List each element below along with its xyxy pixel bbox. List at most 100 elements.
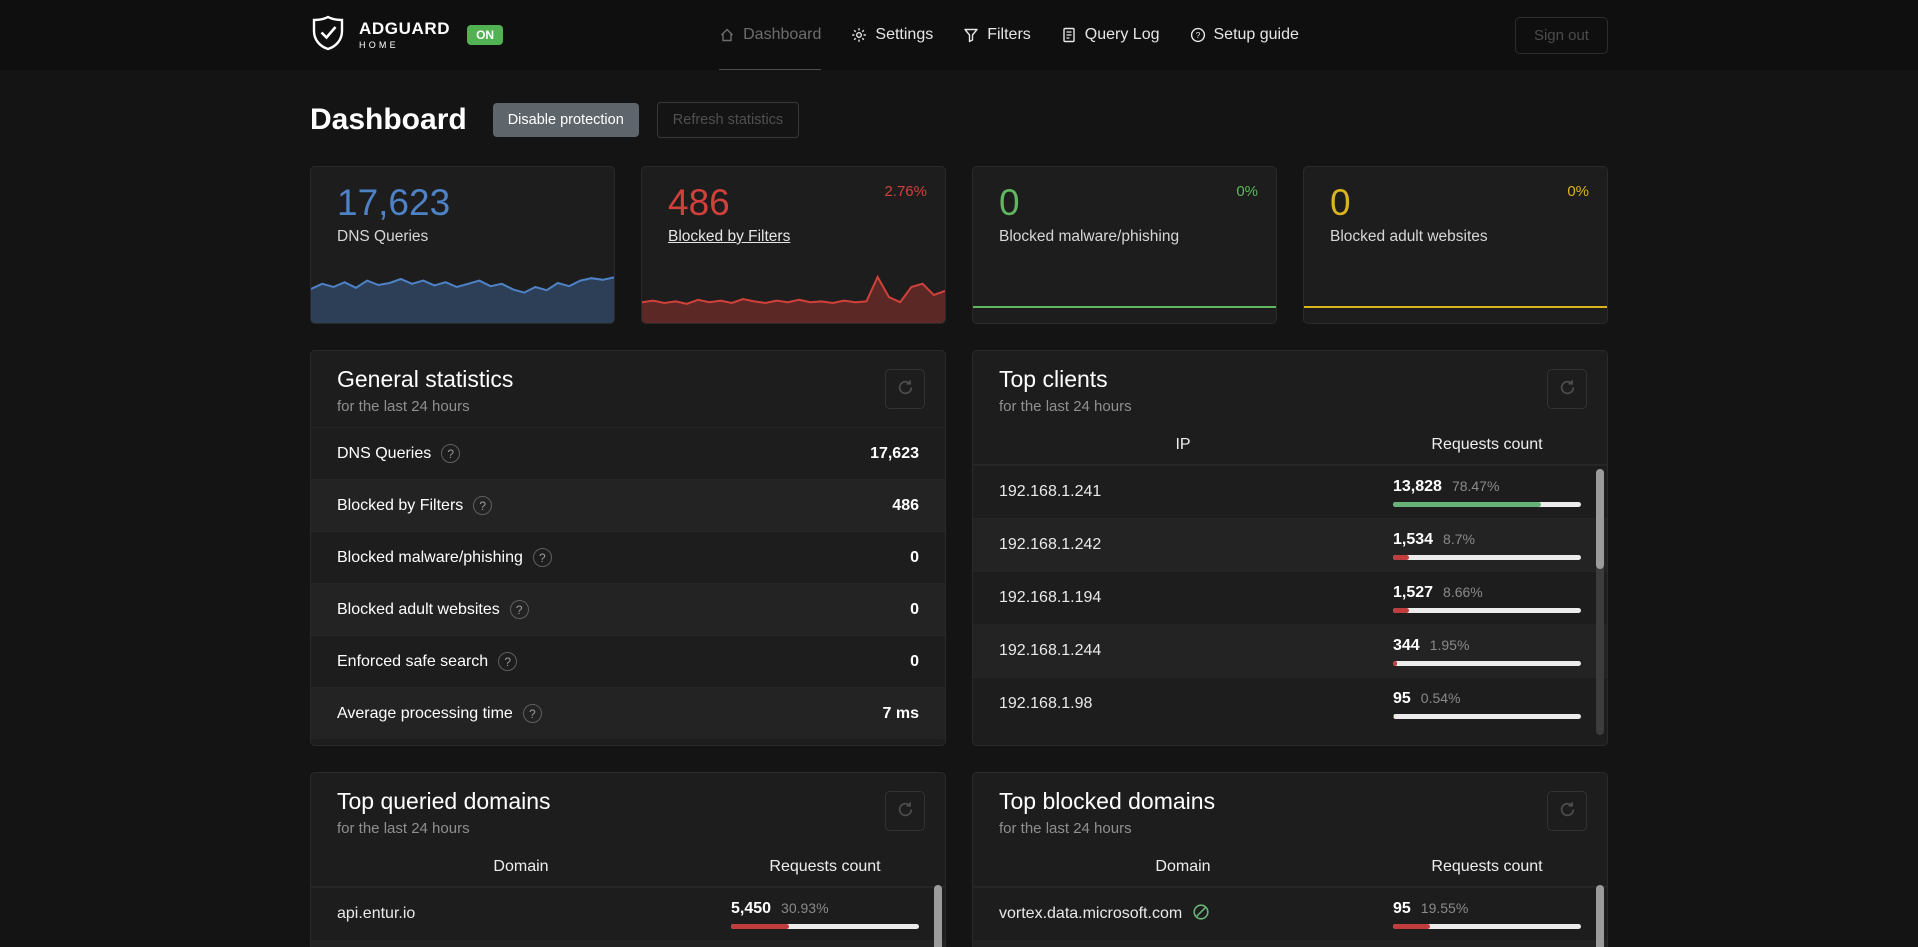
panel-subtitle: for the last 24 hours	[999, 820, 1132, 837]
brand-sub: HOME	[359, 40, 399, 50]
stat-label: Blocked malware/phishing	[337, 548, 523, 566]
request-count: 95	[1393, 689, 1411, 707]
question-icon[interactable]: ?	[522, 704, 542, 723]
client-ip[interactable]: 192.168.1.241	[999, 483, 1102, 500]
stat-value: 0	[910, 652, 919, 670]
refresh-button[interactable]	[1547, 791, 1587, 831]
refresh-icon	[1559, 801, 1576, 821]
request-percent: 8.66%	[1443, 583, 1483, 600]
blocked-filters-value: 486	[668, 182, 730, 223]
help-icon: ?	[1190, 27, 1206, 43]
column-header-domain: Domain	[493, 857, 549, 875]
column-header-requests: Requests count	[1431, 857, 1543, 875]
request-percent: 30.93%	[781, 899, 829, 916]
refresh-button[interactable]	[885, 791, 925, 831]
progress-bar	[1393, 501, 1581, 507]
blocked-malware-value: 0	[999, 182, 1020, 223]
scrollbar-track[interactable]	[1596, 885, 1604, 947]
scrollbar-thumb[interactable]	[934, 885, 942, 947]
request-percent: 1.95%	[1429, 636, 1470, 653]
blocked-filters-card: 486 Blocked by Filters 2.76%	[641, 166, 946, 324]
scrollbar-thumb[interactable]	[1596, 885, 1604, 947]
stat-cards: 17,623 DNS Queries 486 Blocked by Filter…	[310, 166, 1608, 324]
stat-label: Enforced safe search	[337, 652, 489, 670]
progress-bar	[1393, 660, 1581, 666]
filter-funnel-icon	[963, 27, 979, 43]
question-icon[interactable]: ?	[498, 652, 518, 671]
scrollbar-track[interactable]	[934, 885, 942, 947]
blocked-adult-percent: 0%	[1567, 183, 1589, 200]
request-percent: 0.54%	[1420, 689, 1461, 706]
blocked-malware-percent: 0%	[1236, 183, 1258, 200]
domain-name[interactable]: api.entur.io	[337, 905, 416, 922]
request-count: 1,534	[1393, 530, 1434, 548]
scrollbar-track[interactable]	[1596, 469, 1604, 735]
main-content: Dashboard Disable protection Refresh sta…	[310, 102, 1608, 947]
client-ip[interactable]: 192.168.1.244	[999, 642, 1102, 659]
table-row: Blocked by Filters? 486	[311, 479, 945, 531]
panel-title: Top queried domains	[337, 788, 551, 814]
client-ip[interactable]: 192.168.1.98	[999, 695, 1093, 712]
request-count: 1,527	[1393, 583, 1434, 601]
stat-value: 0	[910, 548, 919, 566]
progress-bar	[1393, 713, 1581, 719]
blocked-malware-card: 0 Blocked malware/phishing 0%	[972, 166, 1277, 324]
request-count: 13,828	[1393, 477, 1442, 495]
document-icon	[1061, 27, 1077, 43]
dns-queries-value: 17,623	[337, 182, 451, 223]
refresh-button[interactable]	[885, 369, 925, 409]
column-header-ip: IP	[1175, 435, 1191, 453]
table-row: DNS Queries? 17,623	[311, 427, 945, 479]
table-row: 192.168.1.242 1,534 8.7%	[973, 518, 1607, 571]
table-row: Enforced safe search? 0	[311, 635, 945, 687]
blocked-icon	[1192, 903, 1210, 926]
refresh-statistics-button[interactable]: Refresh statistics	[656, 102, 800, 138]
page-title: Dashboard	[310, 103, 467, 136]
client-ip[interactable]: 192.168.1.242	[999, 536, 1102, 553]
nav-dashboard[interactable]: Dashboard	[719, 0, 822, 70]
refresh-icon	[897, 801, 914, 821]
table-header: Domain Requests count	[311, 847, 945, 887]
top-blocked-domains-panel: Top blocked domains for the last 24 hour…	[972, 772, 1608, 947]
question-icon[interactable]: ?	[509, 600, 529, 619]
stat-value: 486	[892, 496, 919, 514]
main-nav: Dashboard Settings Filters Query Log	[719, 0, 1299, 70]
nav-setup-guide[interactable]: ? Setup guide	[1190, 0, 1299, 70]
request-percent: 8.7%	[1443, 530, 1475, 547]
disable-protection-button[interactable]: Disable protection	[492, 103, 639, 137]
question-icon[interactable]: ?	[473, 496, 493, 515]
progress-bar	[1393, 607, 1581, 613]
table-row: 192.168.1.194 1,527 8.66%	[973, 571, 1607, 624]
stat-value: 0	[910, 600, 919, 618]
blocked-malware-label: Blocked malware/phishing	[999, 227, 1180, 245]
question-icon[interactable]: ?	[532, 548, 552, 567]
refresh-button[interactable]	[1547, 369, 1587, 409]
nav-filters[interactable]: Filters	[963, 0, 1031, 70]
question-icon[interactable]: ?	[441, 444, 461, 463]
nav-query-log[interactable]: Query Log	[1061, 0, 1160, 70]
panel-title: Top clients	[999, 366, 1108, 392]
stat-value: 17,623	[870, 444, 919, 462]
dns-queries-sparkline	[311, 261, 614, 323]
stat-value: 7 ms	[882, 704, 919, 722]
stat-label: Blocked adult websites	[337, 600, 500, 618]
table-row: 192.168.1.241 13,828 78.47%	[973, 465, 1607, 518]
scrollbar-thumb[interactable]	[1596, 469, 1604, 569]
svg-text:?: ?	[1195, 30, 1200, 40]
blocked-malware-sparkline	[973, 261, 1276, 323]
request-count: 95	[1393, 899, 1411, 917]
stat-label: Blocked by Filters	[337, 496, 464, 514]
nav-settings[interactable]: Settings	[851, 0, 933, 70]
table-row: Average processing time? 7 ms	[311, 687, 945, 739]
domain-name[interactable]: vortex.data.microsoft.com	[999, 905, 1183, 922]
progress-bar	[731, 923, 919, 929]
table-header: Domain Requests count	[973, 847, 1607, 887]
table-row: Blocked adult websites? 0	[311, 583, 945, 635]
blocked-filters-link[interactable]: Blocked by Filters	[668, 227, 791, 245]
sign-out-button[interactable]: Sign out	[1514, 16, 1608, 54]
blocked-adult-label: Blocked adult websites	[1330, 227, 1488, 245]
stat-label: DNS Queries	[337, 444, 432, 462]
brand[interactable]: ADGUARD HOME ON	[310, 14, 504, 57]
request-count: 5,450	[731, 899, 772, 917]
client-ip[interactable]: 192.168.1.194	[999, 589, 1102, 606]
